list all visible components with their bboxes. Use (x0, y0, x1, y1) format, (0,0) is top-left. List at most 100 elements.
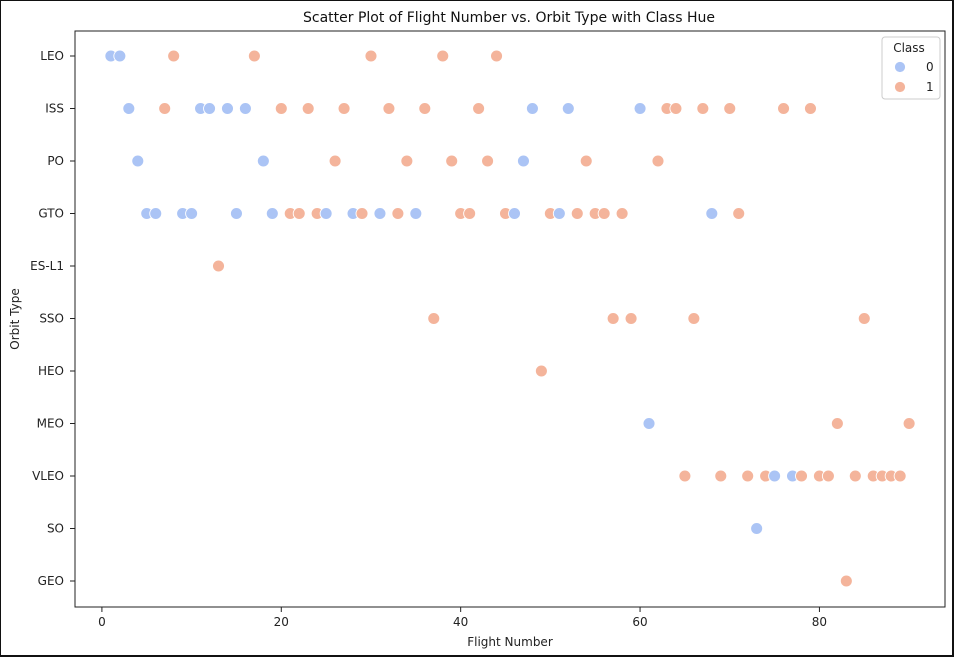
data-point-class-1 (732, 207, 746, 220)
data-point-class-0 (149, 207, 163, 220)
x-tick-label: 20 (274, 615, 289, 629)
data-point-class-0 (750, 522, 764, 535)
x-tick-label: 80 (812, 615, 827, 629)
data-point-class-0 (319, 207, 333, 220)
data-point-class-0 (373, 207, 387, 220)
x-tick-label: 60 (632, 615, 647, 629)
legend: Class 0 1 (881, 36, 941, 100)
data-point-class-1 (364, 49, 378, 63)
y-tick-label: PO (47, 154, 64, 168)
data-point-class-1 (212, 259, 225, 273)
data-point-class-0 (221, 102, 234, 115)
data-point-class-1 (597, 207, 611, 220)
data-point-class-1 (615, 207, 629, 220)
data-point-class-1 (427, 312, 441, 325)
data-point-class-0 (561, 102, 575, 115)
data-point-class-1 (481, 154, 495, 168)
data-point-class-1 (292, 207, 306, 220)
data-point-class-1 (167, 49, 181, 63)
y-tick-label: ISS (45, 102, 64, 116)
data-point-class-1 (795, 469, 808, 483)
y-tick-label: SO (47, 522, 64, 536)
data-point-class-1 (490, 49, 503, 63)
data-point-class-1 (821, 469, 835, 483)
data-point-class-1 (687, 312, 701, 325)
data-point-class-1 (741, 469, 755, 483)
data-point-class-1 (534, 364, 548, 378)
y-tick-label: GTO (38, 207, 64, 221)
data-point-class-1 (651, 154, 665, 168)
data-point-class-0 (185, 207, 199, 220)
data-point-class-1 (678, 469, 692, 483)
data-point-class-1 (158, 102, 172, 115)
chart-title: Scatter Plot of Flight Number vs. Orbit … (303, 10, 715, 26)
plot-area (74, 30, 946, 608)
data-point-class-1 (472, 102, 486, 115)
data-point-class-1 (391, 207, 405, 220)
data-point-class-0 (642, 417, 656, 430)
data-point-class-1 (696, 102, 710, 115)
data-point-class-0 (265, 207, 279, 220)
data-point-class-1 (804, 102, 817, 115)
data-point-class-1 (247, 49, 261, 63)
data-point-class-0 (131, 154, 145, 168)
x-tick-label: 0 (98, 615, 106, 629)
data-point-class-1 (418, 102, 432, 115)
data-point-class-0 (203, 102, 216, 115)
data-point-class-1 (902, 417, 916, 430)
legend-label-class-0: 0 (926, 60, 934, 74)
y-tick-label: GEO (38, 574, 64, 588)
data-point-class-0 (768, 469, 782, 483)
data-point-class-1 (570, 207, 584, 220)
data-point-class-0 (525, 102, 539, 115)
y-tick-label: LEO (40, 49, 64, 63)
data-point-class-1 (723, 102, 737, 115)
data-point-class-0 (633, 102, 647, 115)
data-point-class-1 (839, 574, 853, 588)
legend-marker-class-0 (894, 61, 906, 73)
y-axis-label: Orbit Type (8, 288, 22, 349)
y-tick-label: MEO (37, 417, 64, 431)
data-point-class-1 (857, 312, 871, 325)
legend-title: Class (893, 41, 925, 55)
data-point-class-1 (274, 102, 288, 115)
y-axis: LEO ISS PO GTO ES-L1 SSO HEO MEO VLEO SO GEO (30, 49, 75, 588)
data-point-class-1 (624, 312, 638, 325)
data-point-class-1 (337, 102, 351, 115)
y-tick-label: SSO (39, 312, 64, 326)
data-point-class-1 (382, 102, 396, 115)
data-point-class-0 (409, 207, 423, 220)
data-point-class-1 (714, 469, 728, 483)
data-point-class-0 (229, 207, 243, 220)
data-point-class-1 (328, 154, 342, 168)
data-point-class-1 (848, 469, 862, 483)
data-point-class-0 (256, 154, 270, 168)
data-point-class-1 (463, 207, 477, 220)
y-tick-label: ES-L1 (30, 259, 64, 273)
data-point-class-0 (705, 207, 719, 220)
data-point-class-0 (113, 49, 127, 63)
data-point-class-0 (122, 102, 136, 115)
data-point-class-1 (301, 102, 315, 115)
data-point-class-1 (355, 207, 369, 220)
data-point-class-0 (508, 207, 521, 220)
data-point-class-1 (445, 154, 459, 168)
data-point-class-1 (436, 49, 450, 63)
data-point-class-1 (893, 469, 907, 483)
y-tick-label: VLEO (32, 469, 64, 483)
data-point-class-1 (606, 312, 620, 325)
x-axis-label: Flight Number (467, 635, 553, 649)
x-axis: 0 20 40 60 80 (98, 607, 827, 629)
data-point-class-1 (777, 102, 791, 115)
x-tick-label: 40 (453, 615, 468, 629)
data-point-class-0 (517, 154, 530, 168)
data-point-class-1 (400, 154, 414, 168)
data-points (104, 49, 916, 588)
data-point-class-1 (579, 154, 593, 168)
data-point-class-0 (552, 207, 566, 220)
data-point-class-1 (830, 417, 844, 430)
y-tick-label: HEO (38, 364, 64, 378)
legend-marker-class-1 (894, 81, 906, 93)
